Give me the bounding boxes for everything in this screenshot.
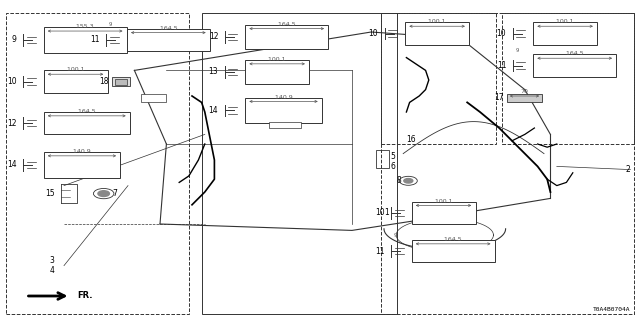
Bar (245, 60, 309, 84)
Text: 164 5: 164 5 (78, 109, 95, 114)
Text: 14: 14 (209, 106, 218, 115)
Circle shape (98, 191, 109, 196)
Text: 100 1: 100 1 (268, 57, 286, 62)
Bar (245, 25, 328, 49)
Text: 70: 70 (520, 89, 528, 94)
Bar (6, 13, 189, 314)
Text: 16: 16 (406, 135, 416, 144)
Text: 9: 9 (109, 22, 113, 27)
Text: 164 5: 164 5 (444, 237, 462, 242)
Bar (502, 13, 634, 144)
Text: 10: 10 (497, 29, 506, 38)
Text: 7: 7 (112, 189, 117, 198)
Text: 9: 9 (515, 48, 519, 53)
Bar (381, 13, 634, 314)
Text: 155 3: 155 3 (76, 24, 94, 29)
Text: 10: 10 (369, 29, 378, 38)
Text: 14: 14 (7, 160, 17, 169)
Bar (44, 112, 130, 134)
Text: 164 5: 164 5 (159, 26, 177, 31)
Text: 10: 10 (375, 208, 385, 217)
Bar (381, 13, 496, 144)
Text: 2: 2 (626, 165, 630, 174)
Text: 164 5: 164 5 (278, 22, 296, 27)
Text: 3: 3 (49, 256, 54, 265)
Bar (112, 77, 130, 86)
Bar (533, 54, 616, 77)
Text: 13: 13 (209, 68, 218, 76)
Bar (507, 94, 542, 102)
Text: 5: 5 (390, 152, 396, 161)
Text: 12: 12 (209, 32, 218, 41)
Text: 9: 9 (12, 36, 17, 44)
Text: 17: 17 (495, 93, 504, 102)
Bar (405, 22, 469, 45)
Text: 164 5: 164 5 (566, 51, 584, 56)
Text: 100 1: 100 1 (556, 19, 574, 24)
Text: 4: 4 (49, 266, 54, 275)
Text: 6: 6 (390, 162, 396, 171)
Bar (412, 202, 476, 224)
Text: 11: 11 (375, 247, 385, 256)
Text: 100 1: 100 1 (435, 198, 452, 204)
Text: 9: 9 (394, 233, 397, 238)
Text: 11: 11 (90, 36, 100, 44)
Text: T0A4B0704A: T0A4B0704A (593, 307, 630, 312)
Text: 100 1: 100 1 (67, 67, 84, 72)
Text: 10: 10 (7, 77, 17, 86)
Text: 140 9: 140 9 (73, 149, 91, 154)
Text: 140 9: 140 9 (275, 94, 292, 100)
Text: FR.: FR. (77, 292, 92, 300)
Text: 12: 12 (7, 119, 17, 128)
Circle shape (404, 179, 413, 183)
Bar (202, 13, 397, 314)
Bar (269, 122, 301, 128)
Bar (44, 152, 120, 178)
Bar (141, 94, 166, 102)
Bar (245, 98, 322, 123)
Bar (127, 29, 210, 51)
Text: 11: 11 (497, 61, 506, 70)
Bar (533, 22, 597, 45)
Text: 15: 15 (45, 189, 54, 198)
Bar (412, 240, 495, 262)
Bar (44, 70, 108, 93)
Bar (376, 150, 389, 168)
Text: 8: 8 (397, 176, 401, 185)
Text: 18: 18 (99, 77, 109, 86)
Text: 100 1: 100 1 (428, 19, 446, 24)
Bar (44, 27, 127, 53)
Text: 1: 1 (384, 208, 388, 217)
Bar (115, 79, 127, 85)
